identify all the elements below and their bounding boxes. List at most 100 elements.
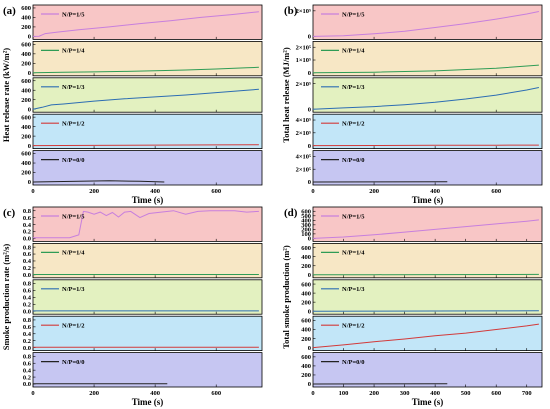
legend-label: N/P=1/5 (62, 11, 85, 18)
y-tick-label: 600 (21, 5, 31, 12)
subplot-frame (312, 242, 543, 279)
y-tick-label: 400 (21, 87, 31, 94)
series-line-n-p-1-3 (312, 87, 540, 110)
y-tick-label: 400 (21, 160, 31, 167)
subplot-a-5: 0 200 400 600 N/P=0/0 (21, 150, 263, 186)
legend-label: N/P=1/2 (62, 121, 84, 128)
y-tick-label: 600 (21, 42, 31, 49)
legend-label: N/P=1/2 (342, 121, 364, 128)
y-tick-label: 0 (308, 308, 311, 315)
y-tick-label: 200 (21, 170, 31, 177)
x-tick-label: 600 (491, 390, 501, 397)
subplot-frame (312, 206, 543, 242)
subplot-background (33, 243, 262, 278)
legend-label: N/P=1/4 (342, 48, 365, 55)
y-tick-label: 0 (28, 34, 31, 41)
y-tick-label: 0.0 (23, 236, 31, 243)
y-tick-label: 200 (301, 372, 311, 379)
x-tick-label: 400 (430, 188, 440, 195)
y-tick-label: 0.4 (23, 295, 32, 302)
subplot-b-3: 0 2×10⁵ N/P=1/3 (296, 77, 543, 113)
subplot-a-4: 0 200 400 600 N/P=1/2 (21, 113, 263, 150)
subplot-background (313, 243, 542, 278)
panel-letter: (b) (284, 5, 298, 17)
series-line-n-p-1-2 (312, 144, 539, 147)
x-tick-label: 400 (150, 390, 160, 397)
series-line-n-p-0-0 (32, 180, 165, 183)
x-axis-title: Time (s) (412, 397, 444, 407)
x-axis-title: Time (s) (132, 195, 164, 205)
panel-c: 0.00.20.40.60.8N/P=1/50.00.20.40.60.8N/P… (1, 206, 263, 407)
subplot-background (313, 114, 542, 149)
subplot-frame (312, 352, 543, 388)
subplot-frame (32, 41, 263, 77)
subplot-c-4: 0.00.20.40.60.8 N/P=1/2 (23, 315, 263, 352)
subplot-background (313, 150, 542, 185)
y-tick-label: 0.4 (23, 331, 32, 338)
y-tick-label: 0.0 (23, 381, 31, 388)
subplot-background (33, 207, 262, 242)
y-tick-label: 0 (308, 70, 311, 77)
y-axis-title: Total smoke production (m²) (281, 245, 291, 349)
subplot-frame (312, 150, 543, 186)
y-tick-label: 0 (28, 106, 31, 113)
legend-label: N/P=1/2 (62, 323, 84, 330)
y-tick-label: 0 (308, 106, 311, 113)
y-tick-label: 200 (21, 24, 31, 31)
y-tick-label: 0.6 (23, 360, 32, 367)
y-tick-label: 0 (308, 381, 311, 388)
legend-label: N/P=1/4 (62, 48, 85, 55)
y-tick-label: 0.0 (23, 308, 31, 315)
series-line-n-p-1-3 (32, 88, 259, 110)
y-tick-label: 0.8 (23, 208, 32, 215)
y-tick-label: 2×10⁵ (296, 8, 311, 15)
y-tick-label: 0.2 (23, 338, 31, 345)
y-tick-label: 400 (21, 15, 31, 22)
legend-label: N/P=0/0 (62, 359, 84, 366)
subplot-frame (32, 242, 263, 279)
y-tick-label: 0.2 (23, 374, 31, 381)
y-axis-title: Smoke production rate (m²/s) (1, 244, 11, 351)
y-tick-label: 200 (301, 227, 311, 234)
y-tick-label: 600 (21, 151, 31, 158)
x-tick-label: 200 (369, 188, 379, 195)
y-tick-label: 200 (21, 133, 31, 140)
y-tick-label: 300 (301, 222, 311, 229)
subplot-c-2: 0.00.20.40.60.8 N/P=1/4 (23, 242, 263, 279)
panel-letter: (c) (3, 207, 16, 219)
series-line-n-p-1-5 (32, 11, 259, 37)
y-tick-label: 0.4 (23, 258, 32, 265)
subplot-d-2: 0 200 400 600 N/P=1/4 (301, 242, 543, 279)
subplot-b-1: 0 2×10⁵ N/P=1/5 (296, 4, 543, 41)
legend-label: N/P=1/5 (342, 213, 365, 220)
y-tick-label: 0 (28, 70, 31, 77)
x-tick-label: 200 (89, 390, 99, 397)
x-tick-label: 0 (31, 188, 34, 195)
series-line-n-p-1-2 (312, 323, 539, 349)
y-tick-label: 0 (308, 236, 311, 243)
y-tick-label: 0.4 (23, 367, 32, 374)
x-tick-label: 600 (211, 390, 221, 397)
x-tick-label: 100 (339, 390, 349, 397)
y-tick-label: 0.8 (23, 354, 32, 361)
y-tick-label: 0.6 (23, 215, 32, 222)
y-tick-label: 0.6 (23, 251, 32, 258)
x-tick-label: 300 (400, 390, 410, 397)
y-tick-label: 400 (301, 327, 311, 334)
legend-label: N/P=1/5 (342, 11, 365, 18)
x-axis-title: Time (s) (412, 195, 444, 205)
series-line-n-p-1-4 (32, 66, 259, 74)
series-line-n-p-1-5 (33, 210, 259, 239)
subplot-a-1: 0 200 400 600 N/P=1/5 (21, 4, 263, 41)
y-tick-label: 2×10⁵ (296, 81, 311, 88)
y-tick-label: 2×10⁵ (296, 166, 311, 173)
x-tick-label: 600 (491, 188, 501, 195)
y-tick-label: 400 (21, 51, 31, 58)
subplot-c-3: 0.00.20.40.60.8 N/P=1/3 (23, 279, 263, 315)
y-tick-label: 1×10⁵ (296, 57, 311, 64)
y-tick-label: 0.4 (23, 222, 32, 229)
subplot-c-5: 0.00.20.40.60.8 N/P=0/0 (23, 352, 263, 388)
series-line-n-p-1-5 (312, 11, 540, 37)
